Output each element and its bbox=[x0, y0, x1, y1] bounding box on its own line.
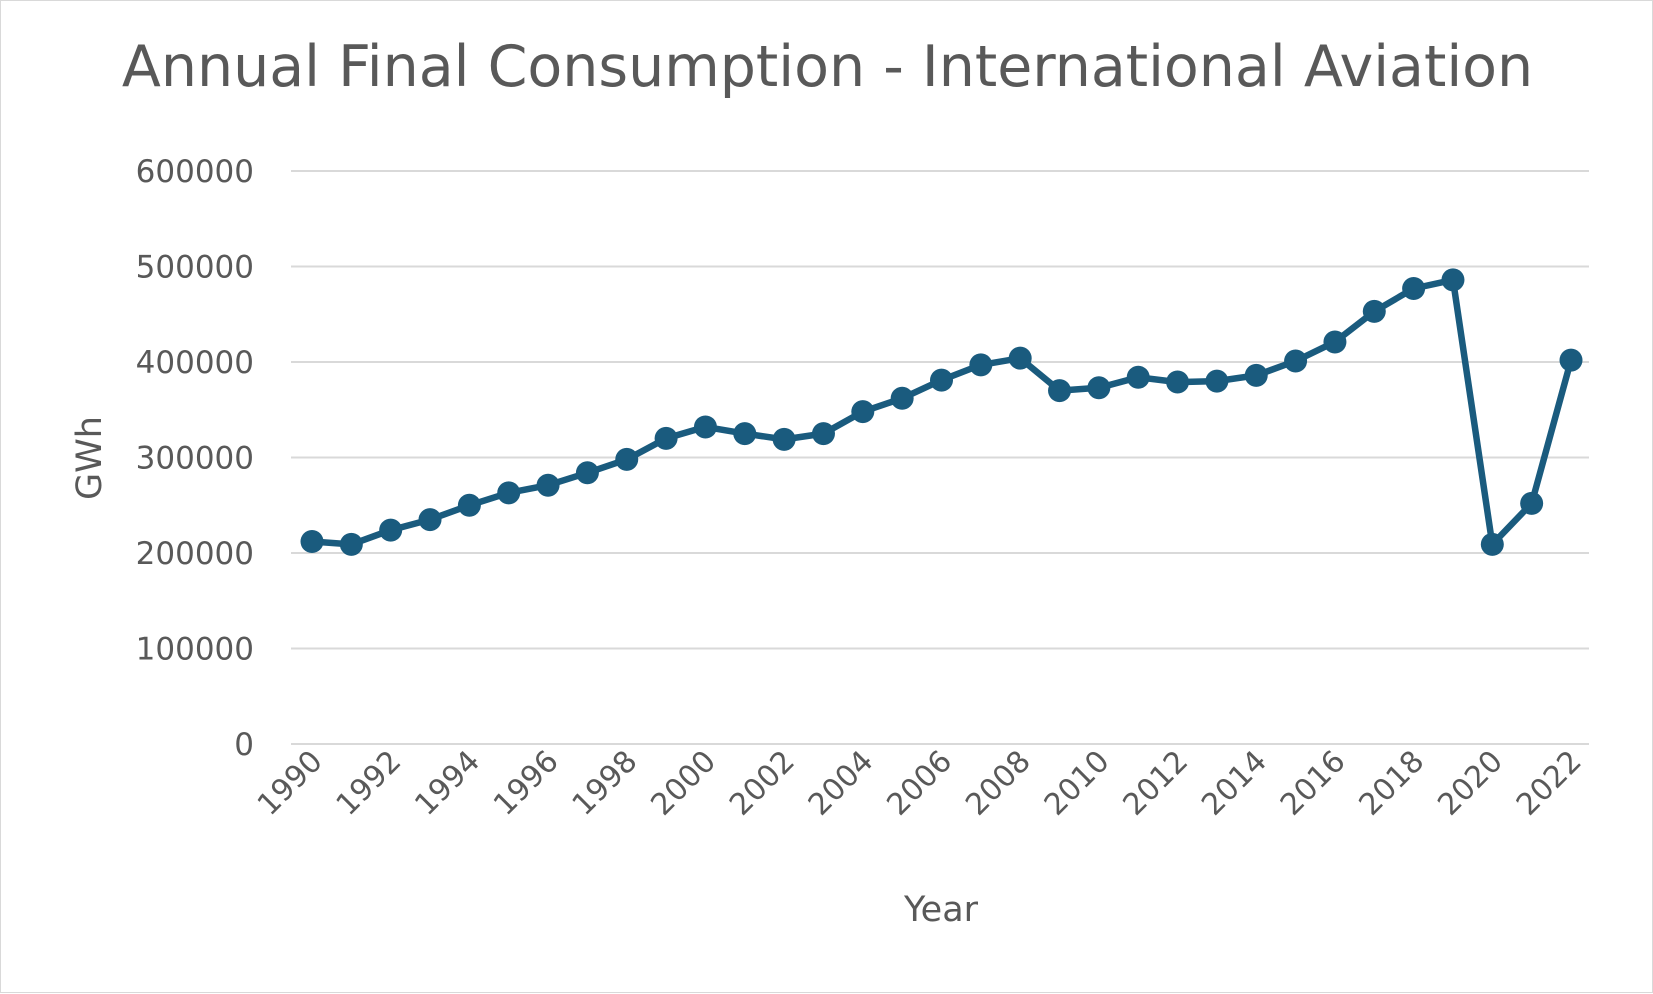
data-point-1993 bbox=[418, 508, 442, 532]
data-point-2005 bbox=[890, 386, 914, 410]
data-point-1992 bbox=[379, 518, 403, 542]
gridlines bbox=[291, 170, 1589, 745]
data-point-2017 bbox=[1362, 299, 1386, 323]
data-point-2007 bbox=[969, 353, 993, 377]
data-point-2000 bbox=[693, 415, 717, 439]
y-tick-label: 400000 bbox=[136, 345, 254, 381]
x-tick-label: 2022 bbox=[1510, 744, 1589, 823]
data-point-2008 bbox=[1008, 346, 1032, 370]
x-tick-label: 2020 bbox=[1431, 744, 1510, 823]
data-point-2004 bbox=[851, 400, 875, 424]
x-tick-label: 2004 bbox=[802, 744, 881, 823]
data-point-2019 bbox=[1441, 268, 1465, 292]
data-point-1991 bbox=[339, 532, 363, 556]
x-axis-ticks: 1990 1992 1994 1996 1998 2000 2002 2004 2006 2008… bbox=[251, 744, 1589, 823]
x-tick-label: 2000 bbox=[644, 744, 723, 823]
chart-title: Annual Final Consumption - International… bbox=[121, 34, 1534, 100]
x-axis-label: Year bbox=[903, 890, 979, 930]
y-axis-ticks: 0 100000 200000 300000 400000 500000 600000 bbox=[136, 154, 254, 763]
y-tick-label: 500000 bbox=[136, 250, 254, 286]
data-point-2013 bbox=[1205, 369, 1229, 393]
data-point-2012 bbox=[1166, 370, 1190, 394]
data-point-2020 bbox=[1480, 532, 1504, 556]
x-tick-label: 2012 bbox=[1116, 744, 1195, 823]
x-tick-label: 1998 bbox=[566, 744, 645, 823]
x-tick-label: 2014 bbox=[1195, 744, 1274, 823]
data-point-2002 bbox=[772, 427, 796, 451]
data-point-2015 bbox=[1284, 349, 1308, 373]
x-tick-label: 2010 bbox=[1038, 744, 1117, 823]
data-point-1994 bbox=[457, 493, 481, 517]
y-tick-label: 600000 bbox=[136, 154, 254, 190]
y-tick-label: 200000 bbox=[136, 536, 254, 572]
x-tick-label: 2006 bbox=[880, 744, 959, 823]
x-tick-label: 2008 bbox=[959, 744, 1038, 823]
data-point-2011 bbox=[1126, 365, 1150, 389]
data-point-1990 bbox=[300, 530, 324, 554]
data-point-2010 bbox=[1087, 376, 1111, 400]
x-tick-label: 2018 bbox=[1353, 744, 1432, 823]
data-point-2014 bbox=[1244, 363, 1268, 387]
x-tick-label: 1990 bbox=[251, 744, 330, 823]
x-tick-label: 1996 bbox=[487, 744, 566, 823]
data-point-1999 bbox=[654, 426, 678, 450]
data-point-2018 bbox=[1402, 276, 1426, 300]
data-point-1996 bbox=[536, 473, 560, 497]
data-point-1997 bbox=[575, 461, 599, 485]
data-point-2022 bbox=[1559, 348, 1583, 372]
data-point-2001 bbox=[733, 422, 757, 446]
data-point-2016 bbox=[1323, 330, 1347, 354]
y-tick-label: 0 bbox=[234, 727, 254, 763]
x-tick-label: 2002 bbox=[723, 744, 802, 823]
y-tick-label: 100000 bbox=[136, 632, 254, 668]
series-layer bbox=[300, 268, 1583, 556]
data-point-1998 bbox=[615, 447, 639, 471]
data-point-2009 bbox=[1048, 379, 1072, 403]
data-point-2006 bbox=[930, 368, 953, 392]
x-tick-label: 1992 bbox=[330, 744, 409, 823]
y-axis-label: GWh bbox=[70, 416, 110, 500]
x-tick-label: 1994 bbox=[408, 744, 487, 823]
data-point-1995 bbox=[497, 481, 521, 505]
y-tick-label: 300000 bbox=[136, 441, 254, 477]
x-tick-label: 2016 bbox=[1274, 744, 1353, 823]
data-point-2021 bbox=[1520, 491, 1544, 515]
data-point-2003 bbox=[811, 422, 835, 446]
